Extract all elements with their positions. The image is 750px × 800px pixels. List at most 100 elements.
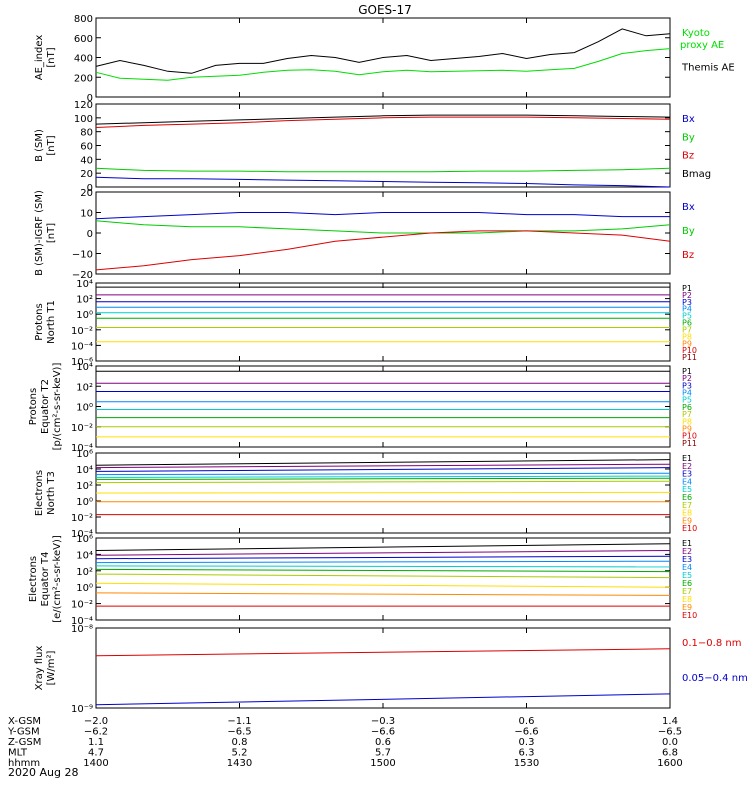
- y-axis-label-line: Equator T2: [40, 379, 51, 434]
- series-line-e1: [95, 543, 671, 551]
- panel-frame: [95, 103, 671, 188]
- legend-entry: P7: [682, 410, 692, 419]
- x-row-value: 0.6: [375, 737, 391, 748]
- y-axis-label-line: [nT]: [46, 47, 57, 67]
- series-line-themis-ae: [95, 28, 671, 74]
- legend-entry: E3: [682, 555, 692, 564]
- y-axis-label-line: AE_index: [34, 35, 45, 81]
- y-tick-label: 10⁻⁴: [71, 529, 93, 540]
- legend-entry: Kyoto: [682, 28, 710, 39]
- series-line-e7: [95, 480, 671, 484]
- series-line-kyoto: [95, 48, 671, 81]
- y-tick-label: 100: [74, 114, 93, 125]
- legend-entry: P1: [682, 284, 692, 293]
- y-tick-label: 10²: [76, 295, 93, 306]
- x-row-value: −1.1: [227, 716, 251, 727]
- y-tick-label: 0: [87, 93, 93, 104]
- x-row-value: 0.6: [519, 716, 535, 727]
- legend-entry: E1: [682, 454, 692, 463]
- series-line-e6: [95, 568, 671, 573]
- x-row-value: 1.1: [88, 737, 104, 748]
- legend-entry: 0.1−0.8 nm: [682, 638, 741, 649]
- legend-entry: P11: [682, 353, 697, 362]
- legend-entry: E2: [682, 462, 692, 471]
- x-row-value: 1530: [514, 758, 539, 769]
- y-tick-label: 200: [74, 73, 93, 84]
- y-tick-label: 10⁰: [76, 310, 93, 321]
- y-axis-label-line: [p/(cm²-s-sr-keV)]: [52, 363, 63, 451]
- legend-entry: P3: [682, 381, 692, 390]
- legend-entry: P8: [682, 417, 692, 426]
- plot-title: GOES-17: [358, 3, 412, 17]
- y-tick-label: 10⁴: [76, 465, 93, 476]
- panel-bdiff: −20 −10 0 10 20 B (SM)-IGRF (SM)[nT] Bx By Bz: [34, 188, 695, 281]
- legend-entry: P1: [682, 367, 692, 376]
- y-tick-label: 20: [80, 188, 93, 199]
- x-row-value: 5.7: [375, 748, 391, 759]
- y-tick-label: 10⁻⁴: [71, 616, 93, 627]
- series-line-e2: [95, 463, 671, 469]
- series-line-0-1-0-8-nm: [95, 648, 671, 657]
- y-axis-label: AE_index[nT]: [34, 35, 57, 81]
- y-tick-label: 10²: [76, 481, 93, 492]
- y-tick-label: 10⁻²: [71, 423, 93, 434]
- legend-entry: E10: [682, 611, 697, 620]
- y-axis-label: ProtonsNorth T1: [34, 300, 57, 344]
- panel-electrons_t4: 10⁻⁴ 10⁻² 10⁰ 10² 10⁴ 10⁶ ElectronsEquator T4[…: [28, 534, 697, 627]
- x-row-label: Y-GSM: [7, 727, 40, 738]
- legend-entry: Bx: [682, 202, 695, 213]
- x-row-value: −6.6: [514, 727, 538, 738]
- legend-entry: E8: [682, 595, 692, 604]
- legend-entry: By: [682, 226, 695, 237]
- x-row-value: 6.3: [519, 748, 535, 759]
- y-axis-label: ElectronsNorth T3: [34, 470, 57, 516]
- y-tick-label: 10⁻⁴: [71, 443, 93, 454]
- series-line-e4: [95, 472, 671, 476]
- panel-frame: [95, 537, 671, 621]
- x-row-value: 1500: [370, 758, 395, 769]
- legend-entry: P10: [682, 432, 697, 441]
- legend-entry: E10: [682, 524, 697, 533]
- x-row-label: hhmm: [8, 758, 40, 769]
- series-line-e5: [95, 475, 671, 478]
- x-row-value: 1400: [83, 758, 108, 769]
- y-tick-label: 10⁻²: [71, 513, 93, 524]
- y-tick-label: 10⁴: [76, 279, 93, 290]
- panel-protons_t2: 10⁻⁴ 10⁻² 10⁰ 10² 10⁴ ProtonsEquator T2[p/(cm…: [28, 362, 697, 454]
- y-tick-label: 10⁻⁴: [71, 341, 93, 352]
- x-row-value: 1600: [657, 758, 682, 769]
- y-tick-label: 10²: [76, 382, 93, 393]
- series-line-e8: [95, 582, 671, 588]
- x-row-value: 1.4: [662, 716, 678, 727]
- legend-entry: P4: [682, 389, 692, 398]
- y-axis-label-line: North T1: [46, 300, 57, 344]
- series-line-e3: [95, 467, 671, 472]
- x-row-value: 0.8: [232, 737, 248, 748]
- legend-entry: E6: [682, 579, 692, 588]
- y-axis-label-line: [nT]: [46, 223, 57, 243]
- y-tick-label: 10⁻⁹: [71, 704, 93, 715]
- series-line-bx: [95, 176, 671, 188]
- legend-entry: By: [682, 132, 695, 143]
- legend-entry: P2: [682, 291, 692, 300]
- legend-entry: P4: [682, 305, 692, 314]
- y-tick-label: 80: [80, 128, 93, 139]
- series-line-bz: [95, 116, 671, 128]
- legend-entry: E4: [682, 477, 692, 486]
- legend-entry: E5: [682, 485, 692, 494]
- series-line-e9: [95, 592, 671, 596]
- y-axis-label-line: Xray flux: [34, 646, 45, 691]
- legend-entry: E7: [682, 587, 692, 596]
- y-tick-label: 40: [80, 155, 93, 166]
- y-tick-label: 10⁻²: [71, 600, 93, 611]
- y-tick-label: 20: [80, 169, 93, 180]
- x-row-value: 0.0: [662, 737, 678, 748]
- series-line-e3: [95, 555, 671, 560]
- y-axis-label: B (SM)-IGRF (SM)[nT]: [34, 190, 57, 276]
- legend-entry: E7: [682, 501, 692, 510]
- legend-entry: Bz: [682, 151, 694, 162]
- series-line-e4: [95, 560, 671, 564]
- legend-entry: P7: [682, 325, 692, 334]
